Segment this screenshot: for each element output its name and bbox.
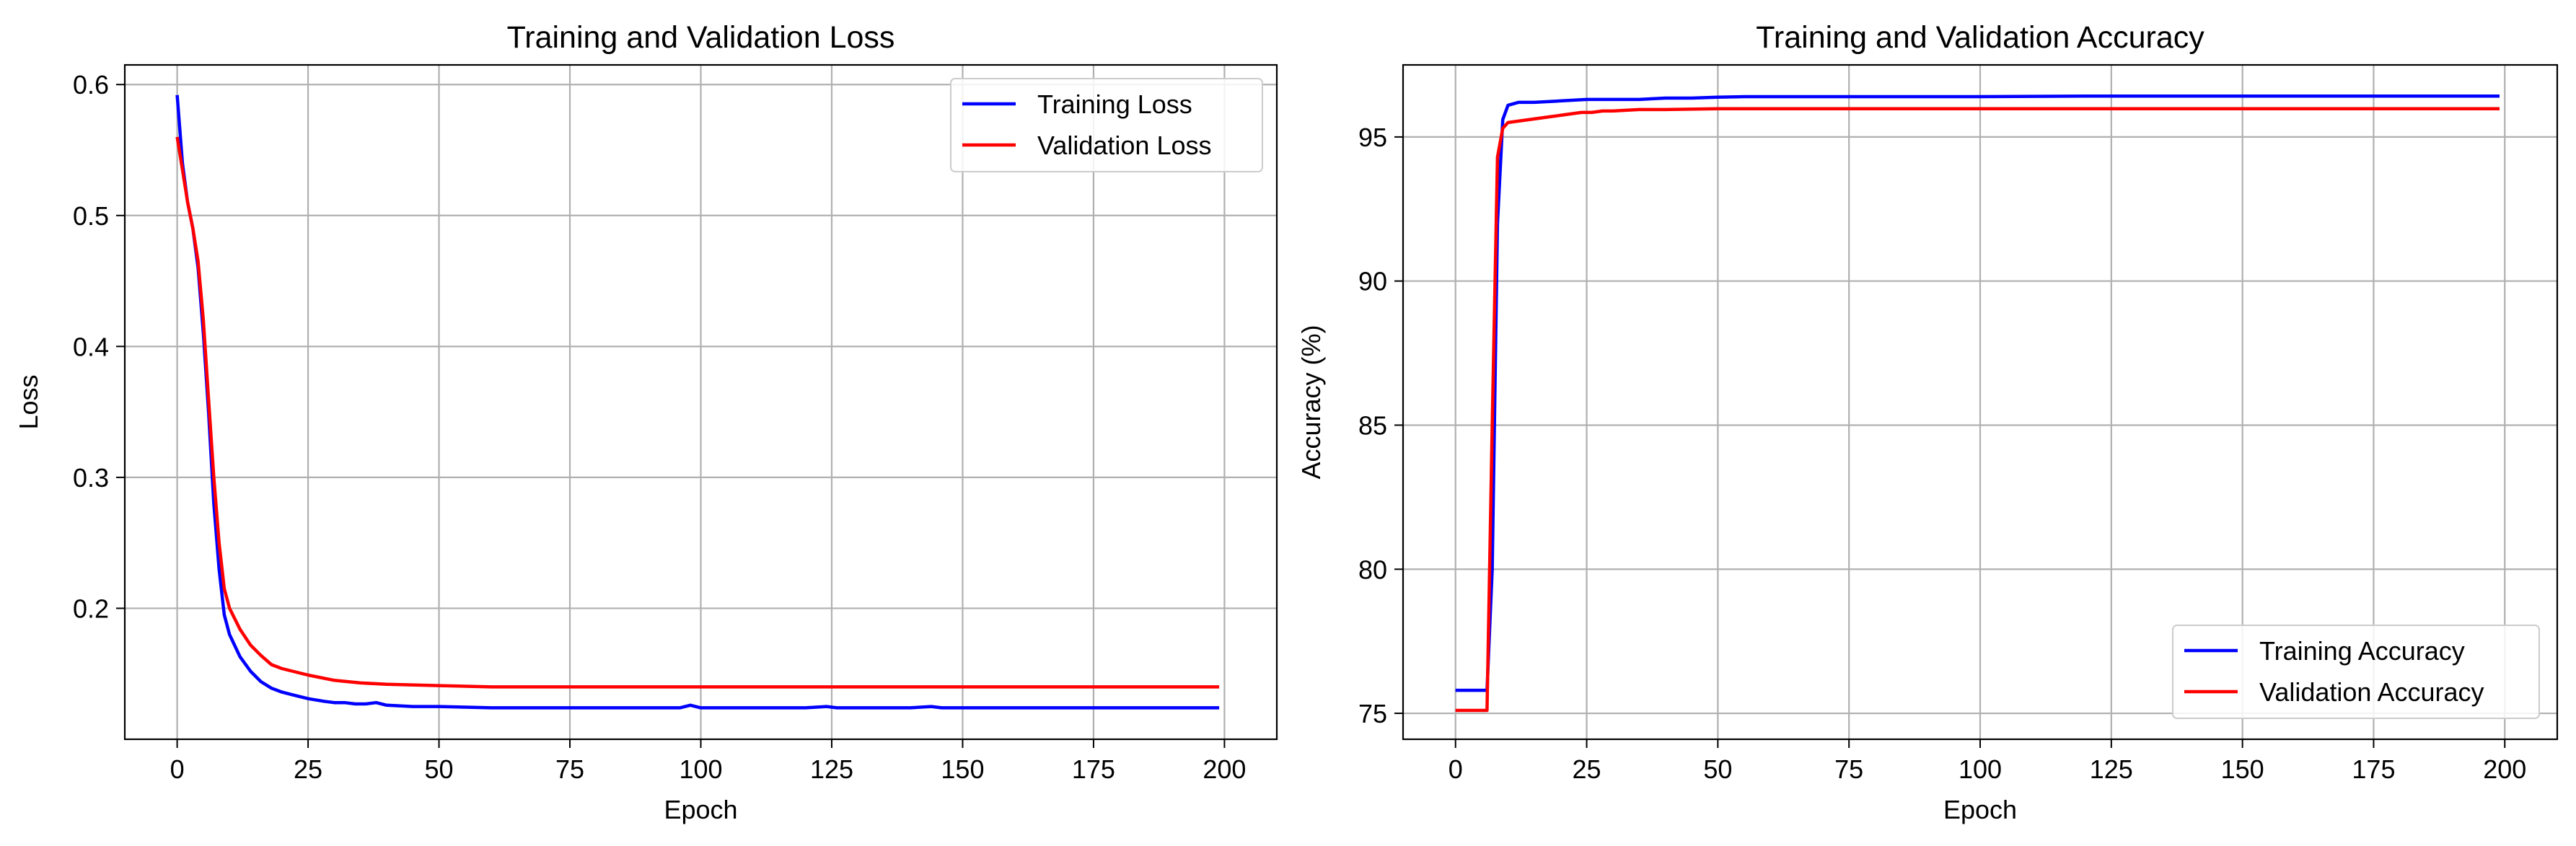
loss-chart-y-axis-label: Loss	[14, 374, 43, 429]
loss-chart-x-tick-label: 50	[425, 754, 454, 784]
accuracy-chart-x-axis-label: Epoch	[1943, 795, 2017, 824]
loss-chart-y-tick-label: 0.4	[73, 332, 109, 361]
accuracy-chart-x-tick-label: 200	[2483, 754, 2526, 784]
training-loss-line	[175, 94, 1220, 710]
accuracy-chart-x-tick-label: 125	[2090, 754, 2133, 784]
validation-accuracy-line	[1455, 107, 2500, 713]
loss-chart-y-tick-label: 0.6	[73, 70, 109, 100]
accuracy-chart-x-tick-label: 50	[1703, 754, 1732, 784]
loss-chart-x-tick-label: 150	[941, 754, 984, 784]
loss-chart-series	[175, 94, 1220, 710]
loss-chart-x-tick-label: 100	[679, 754, 722, 784]
legend-label-validation-loss: Validation Loss	[1037, 131, 1212, 160]
accuracy-chart-legend-box	[2172, 625, 2540, 719]
loss-chart-x-axis-label: Epoch	[664, 795, 737, 824]
validation-loss-line	[175, 136, 1220, 689]
accuracy-chart-y-tick-label: 80	[1358, 555, 1387, 584]
accuracy-chart-x-tick-label: 175	[2352, 754, 2395, 784]
loss-chart-legend-box	[950, 78, 1263, 172]
accuracy-chart-y-axis-label: Accuracy (%)	[1296, 325, 1326, 479]
loss-chart-x-tick-label: 175	[1072, 754, 1115, 784]
loss-chart-panel: Training and Validation Loss 0 25 50 75 100 1…	[14, 20, 1278, 824]
loss-chart-title: Training and Validation Loss	[507, 20, 895, 55]
accuracy-chart-y-tick-label: 85	[1358, 410, 1387, 440]
accuracy-chart-y-tick-label: 75	[1358, 699, 1387, 728]
legend-label-validation-accuracy: Validation Accuracy	[2259, 677, 2484, 707]
accuracy-chart-x-tick-label: 100	[1959, 754, 2002, 784]
loss-chart-legend: Training Loss Validation Loss	[950, 78, 1263, 172]
accuracy-chart-x-tick-label: 25	[1573, 754, 1601, 784]
accuracy-chart-x-tick-label: 150	[2221, 754, 2264, 784]
legend-label-training-accuracy: Training Accuracy	[2259, 636, 2465, 666]
loss-chart-x-tick-label: 125	[810, 754, 853, 784]
legend-label-training-loss: Training Loss	[1037, 89, 1192, 119]
accuracy-chart-x-tick-label: 0	[1449, 754, 1463, 784]
accuracy-chart-panel: Training and Validation Accuracy 0 25 50 75…	[1296, 20, 2559, 824]
loss-chart-x-tick-label: 0	[170, 754, 185, 784]
loss-chart-x-tick-label: 200	[1203, 754, 1246, 784]
accuracy-chart-y-tick-label: 90	[1358, 267, 1387, 296]
loss-chart-x-tick-label: 25	[294, 754, 322, 784]
accuracy-chart-title: Training and Validation Accuracy	[1756, 20, 2204, 55]
loss-chart-y-tick-label: 0.5	[73, 201, 109, 231]
accuracy-chart-x-tick-label: 75	[1834, 754, 1863, 784]
loss-chart-y-tick-label: 0.2	[73, 594, 109, 623]
loss-chart-grid	[125, 65, 1277, 739]
loss-chart-y-tick-label: 0.3	[73, 463, 109, 493]
loss-chart-ticks: 0 25 50 75 100 125 150 175 200 0.2 0.3 0.4 0.5 0.6	[73, 70, 1246, 784]
loss-chart-x-tick-label: 75	[555, 754, 584, 784]
accuracy-chart-series	[1455, 94, 2500, 713]
accuracy-chart-ticks: 0 25 50 75 100 125 150 175 200 75 80 85 90 95	[1358, 123, 2526, 784]
accuracy-chart-y-tick-label: 95	[1358, 123, 1387, 152]
accuracy-chart-legend: Training Accuracy Validation Accuracy	[2172, 625, 2540, 719]
